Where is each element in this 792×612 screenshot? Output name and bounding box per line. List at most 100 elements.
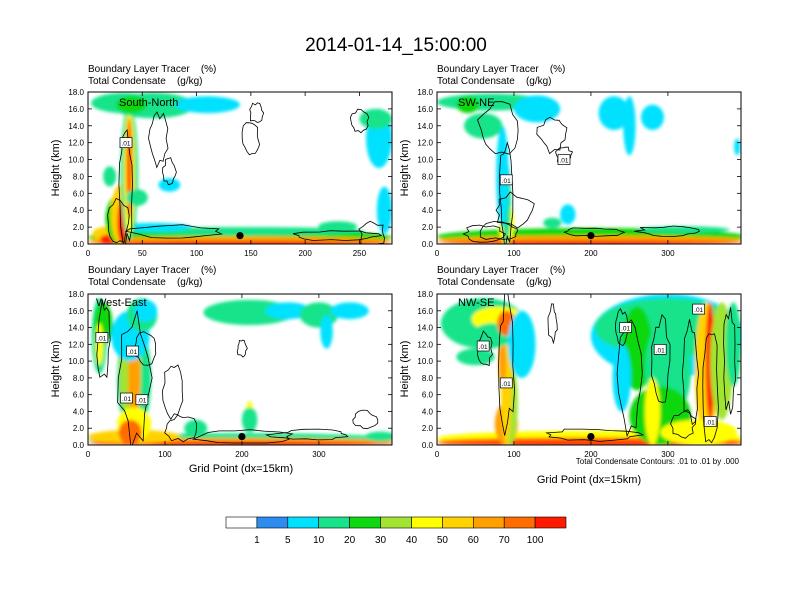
colorbar-swatch (503, 516, 536, 529)
tracer-blob (644, 377, 661, 445)
tracer-blob (543, 217, 562, 228)
contour-line (499, 141, 514, 244)
tracer-blob (116, 96, 147, 114)
contour-line (162, 157, 177, 186)
y-axis: 0.0 2.0 4.0 6.0 8.0 10.0 12.0 14.0 16.0 18.0 (68, 88, 392, 249)
contour-label: .01 (653, 344, 667, 355)
contour-label-text: .01 (502, 381, 511, 388)
contour-line (616, 319, 643, 438)
contour-label-text: .01 (97, 336, 106, 343)
y-tick-label: 18.0 (417, 290, 433, 299)
tracer-blob (158, 178, 181, 192)
panel-region-label: West-East (96, 297, 147, 309)
condensate-contours (96, 299, 379, 445)
location-marker (238, 433, 246, 441)
contour-label-text: .01 (706, 420, 715, 427)
y-tick-label: 16.0 (68, 307, 84, 316)
x-tick-label: 200 (235, 450, 249, 459)
contour-line (164, 414, 197, 443)
y-axis-label: Height (km) (50, 140, 62, 197)
y-tick-label: 6.0 (422, 189, 434, 198)
y-tick-label: 12.0 (417, 139, 433, 148)
contour-label: .01 (692, 303, 706, 315)
x-tick-label: 300 (661, 249, 675, 258)
colorbar-label: 50 (437, 535, 449, 546)
contour-label: .01 (499, 174, 513, 186)
x-tick-label: 250 (353, 249, 367, 258)
y-tick-label: 0.0 (422, 441, 434, 450)
x-tick-label: 200 (584, 450, 598, 459)
panel-header-line1: Boundary Layer Tracer (%) (437, 265, 565, 276)
contour-label-text: .01 (694, 307, 703, 314)
y-tick-label: 18.0 (68, 88, 84, 97)
y-tick-label: 10.0 (417, 156, 433, 165)
tracer-blob (299, 302, 339, 328)
panel-header-line1: Boundary Layer Tracer (%) (88, 64, 216, 75)
figure-title: 2014-01-14_15:00:00 (305, 35, 487, 56)
contour-line (498, 294, 516, 436)
tracer-blob (641, 104, 664, 130)
panel-region-label: South-North (119, 97, 178, 109)
contour-line (702, 333, 719, 444)
y-axis: 0.0 2.0 4.0 6.0 8.0 10.0 12.0 14.0 16.0 18.0 (68, 290, 392, 450)
tracer-blob (560, 204, 576, 225)
y-tick-label: 16.0 (417, 105, 433, 114)
y-tick-label: 18.0 (417, 88, 433, 97)
contour-line (107, 197, 130, 244)
condensate-contours (462, 101, 700, 244)
contour-line (148, 111, 169, 169)
y-tick-label: 4.0 (73, 206, 85, 215)
y-tick-label: 14.0 (417, 324, 433, 333)
y-tick-label: 8.0 (422, 172, 434, 181)
x-tick-label: 300 (661, 450, 675, 459)
tracer-blob (103, 166, 117, 187)
contour-line (670, 410, 697, 439)
condensate-contours (107, 102, 385, 244)
tracer-blob (598, 96, 630, 130)
contour-label: .01 (557, 154, 571, 165)
contour-line (495, 191, 535, 229)
contour-line (162, 364, 184, 420)
y-axis-label: Height (km) (399, 140, 411, 197)
colorbar-swatch (534, 516, 567, 529)
panel-header-line2: Total Condensate (g/kg) (437, 277, 552, 288)
contour-line (124, 224, 224, 239)
y-tick-label: 2.0 (73, 424, 85, 433)
tracer-blob (134, 299, 158, 322)
tracer-blob (125, 189, 148, 207)
y-tick-label: 2.0 (422, 424, 434, 433)
contour-label-text: .01 (122, 396, 131, 403)
x-tick-label: 100 (190, 249, 204, 258)
tracer-blob (725, 302, 741, 387)
colorbar-swatch (472, 516, 505, 529)
x-tick-label: 300 (312, 450, 326, 459)
tracer-blob (265, 302, 312, 320)
contour-label-text: .01 (479, 344, 488, 351)
contour-label: .01 (499, 377, 513, 389)
y-axis: 0.0 2.0 4.0 6.0 8.0 10.0 12.0 14.0 16.0 18.0 (417, 290, 741, 450)
contour-line (634, 225, 700, 237)
panel-header-line2: Total Condensate (g/kg) (88, 76, 203, 87)
contour-line (191, 429, 294, 444)
contour-label: .01 (703, 416, 717, 427)
y-tick-label: 6.0 (73, 189, 85, 198)
tracer-blob (318, 221, 358, 232)
y-axis: 0.0 2.0 4.0 6.0 8.0 10.0 12.0 14.0 16.0 18.0 (417, 88, 741, 249)
contour-line (545, 428, 645, 442)
contour-line (723, 307, 737, 415)
contour-label-text: .01 (121, 141, 130, 148)
colorbar-label: 60 (468, 535, 480, 546)
x-tick-label: 200 (584, 249, 598, 258)
colorbar-swatch (380, 516, 412, 529)
tracer-field (437, 93, 741, 244)
contour-line (563, 227, 626, 237)
tracer-blob (118, 419, 142, 445)
contour-line (477, 101, 519, 155)
contour-label-text: .01 (656, 347, 665, 354)
tracer-blob (456, 348, 495, 366)
y-tick-label: 14.0 (68, 324, 84, 333)
contour-label: .01 (476, 340, 490, 352)
contour-line (352, 409, 379, 430)
panel-region-label: NW-SE (458, 297, 494, 309)
contour-label-text: .01 (621, 326, 630, 333)
